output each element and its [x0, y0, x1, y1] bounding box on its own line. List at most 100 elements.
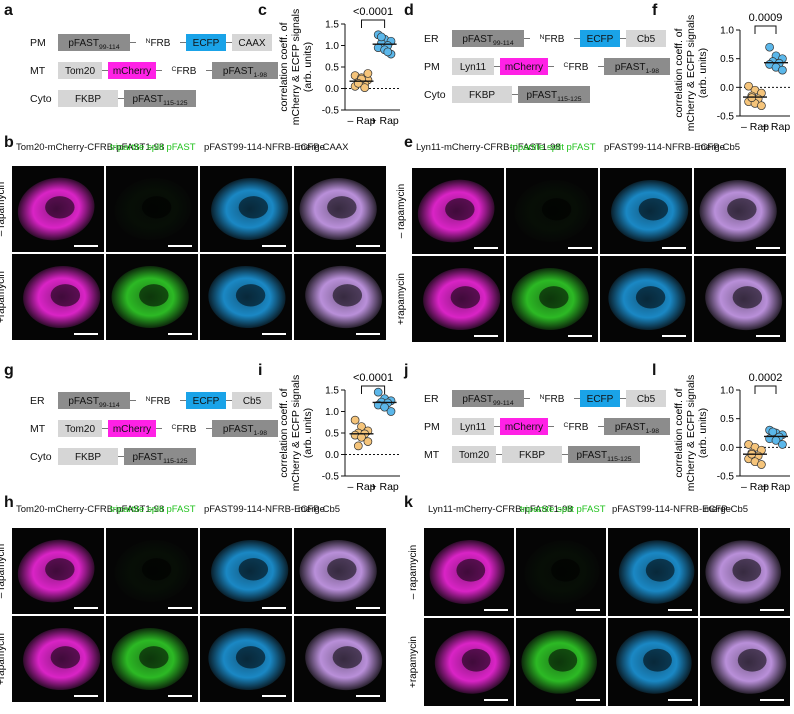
text-label: Tom20: [65, 424, 95, 435]
y-tick-label: 0.5: [325, 429, 339, 440]
nucleus-shadow: [445, 198, 475, 221]
p-value: 0.0009: [749, 12, 783, 24]
y-tick-label: 1.0: [325, 41, 339, 52]
text-label: Lyn11: [460, 62, 487, 73]
nucleus-shadow: [45, 196, 75, 219]
text-label: ECFP: [193, 38, 220, 49]
construct-tag: MT: [30, 423, 46, 435]
data-point: [363, 69, 373, 78]
x-tick-label: + Rap: [762, 121, 790, 133]
construct-tag: Cyto: [30, 93, 52, 105]
x-tick-label: – Rap: [347, 481, 375, 493]
construct-block: [452, 418, 494, 435]
data-point: [350, 415, 360, 425]
nucleus-shadow: [50, 646, 81, 669]
text-label: FKBP: [75, 94, 101, 105]
construct-block: [580, 390, 620, 407]
y-tick-label: 0.5: [720, 54, 734, 65]
x-tick-label: + Rap: [370, 115, 398, 127]
text-label: pFAST99-114: [68, 38, 119, 51]
construct-tag: MT: [424, 449, 440, 461]
data-point: [778, 440, 787, 449]
data-point: [757, 460, 766, 469]
y-tick-label: 1.5: [325, 20, 339, 31]
column-header: merge: [298, 142, 325, 153]
y-tick-label: 0.5: [325, 63, 339, 74]
nucleus-shadow: [541, 198, 572, 221]
data-point: [744, 81, 753, 91]
text-label: pFAST1-98: [223, 424, 267, 437]
y-tick-label: -0.5: [717, 112, 735, 123]
column-header: tripartite split pFAST: [110, 504, 196, 515]
construct-diagram-a: PM pFAST99-114 NFRB ECFP CAAX MT Tom20 mCherry C…: [30, 34, 278, 107]
nucleus-shadow: [635, 286, 666, 309]
construct-row: MT Tom20 mCherry CFRB pFAST1-98: [30, 420, 278, 437]
nucleus-shadow: [643, 648, 672, 672]
panel-label-a: a: [4, 2, 13, 19]
data-point: [778, 65, 787, 75]
x-tick-label: + Rap: [762, 481, 790, 493]
panel-label-b: b: [4, 134, 14, 151]
y-tick-label: 1.0: [325, 407, 339, 418]
construct-row: PM pFAST99-114 NFRB ECFP CAAX: [30, 34, 272, 51]
construct-block: [232, 34, 272, 51]
construct-row: ER pFAST99-114 NFRB ECFP Cb5: [424, 30, 666, 47]
y-tick-label: -0.5: [717, 472, 735, 483]
text-label: pFAST1-98: [615, 422, 659, 435]
panel-label-g: g: [4, 362, 14, 379]
y-axis-label: mCherry & ECFP signals: [290, 9, 302, 126]
panel-label-h: h: [4, 494, 14, 511]
nucleus-shadow: [327, 196, 357, 219]
y-axis-label: correlation coeff. of: [278, 22, 290, 111]
text-label: NFRB: [146, 38, 171, 49]
y-tick-label: 1.0: [720, 26, 734, 37]
construct-block: [58, 34, 130, 51]
construct-row: MT Tom20 mCherry CFRB pFAST1-98: [30, 62, 278, 79]
construct-block: [568, 446, 640, 463]
text-label: pFAST1-98: [615, 62, 659, 75]
text-label: CFRB: [172, 66, 197, 77]
x-tick-label: + Rap: [370, 481, 398, 493]
construct-block: [58, 392, 130, 409]
y-axis-label: (arb. units): [697, 48, 709, 98]
nucleus-shadow: [737, 648, 767, 672]
text-label: pFAST99-114: [462, 34, 513, 47]
construct-block: [452, 446, 496, 463]
nucleus-shadow: [732, 558, 762, 582]
construct-row: PM Lyn11 mCherry CFRB pFAST1-98: [424, 418, 670, 435]
data-point: [765, 42, 774, 52]
row-label: +rapamycin: [0, 271, 7, 323]
construct-block: [212, 420, 278, 437]
construct-row: ER pFAST99-114 NFRB ECFP Cb5: [30, 392, 272, 409]
data-point: [757, 101, 766, 111]
nucleus-shadow: [638, 198, 669, 221]
y-tick-label: -0.5: [322, 472, 340, 483]
panel-label-c: c: [258, 2, 267, 19]
construct-block: [58, 420, 102, 437]
construct-row: PM Lyn11 mCherry CFRB pFAST1-98: [424, 58, 670, 75]
construct-row: MT Tom20 FKBP pFAST115-125: [424, 446, 640, 463]
construct-block: [626, 30, 666, 47]
column-header: pFAST99-114-NFRB-ECFP-Cb5: [604, 142, 740, 153]
text-label: ECFP: [587, 34, 614, 45]
panel-label-j: j: [404, 362, 409, 379]
construct-block: [108, 420, 156, 437]
row-label: – rapamycin: [0, 182, 7, 236]
y-tick-label: 0.0: [720, 83, 734, 94]
text-label: Cb5: [637, 394, 656, 405]
significance-bracket: [361, 19, 386, 28]
significance-bracket: [754, 385, 777, 394]
y-axis-label: (arb. units): [697, 408, 709, 458]
text-label: ECFP: [587, 394, 614, 405]
construct-tag: PM: [30, 37, 46, 49]
y-axis-label: correlation coeff. of: [673, 388, 685, 477]
column-header: merge: [698, 142, 725, 153]
text-label: mCherry: [113, 66, 151, 77]
panel-label-e: e: [404, 134, 413, 151]
column-header: Tom20-mCherry-CFRB-pFAST1-98: [16, 142, 164, 153]
significance-bracket: [754, 25, 777, 34]
column-header: tripartite split pFAST: [510, 142, 596, 153]
y-axis-label: correlation coeff. of: [673, 28, 685, 117]
